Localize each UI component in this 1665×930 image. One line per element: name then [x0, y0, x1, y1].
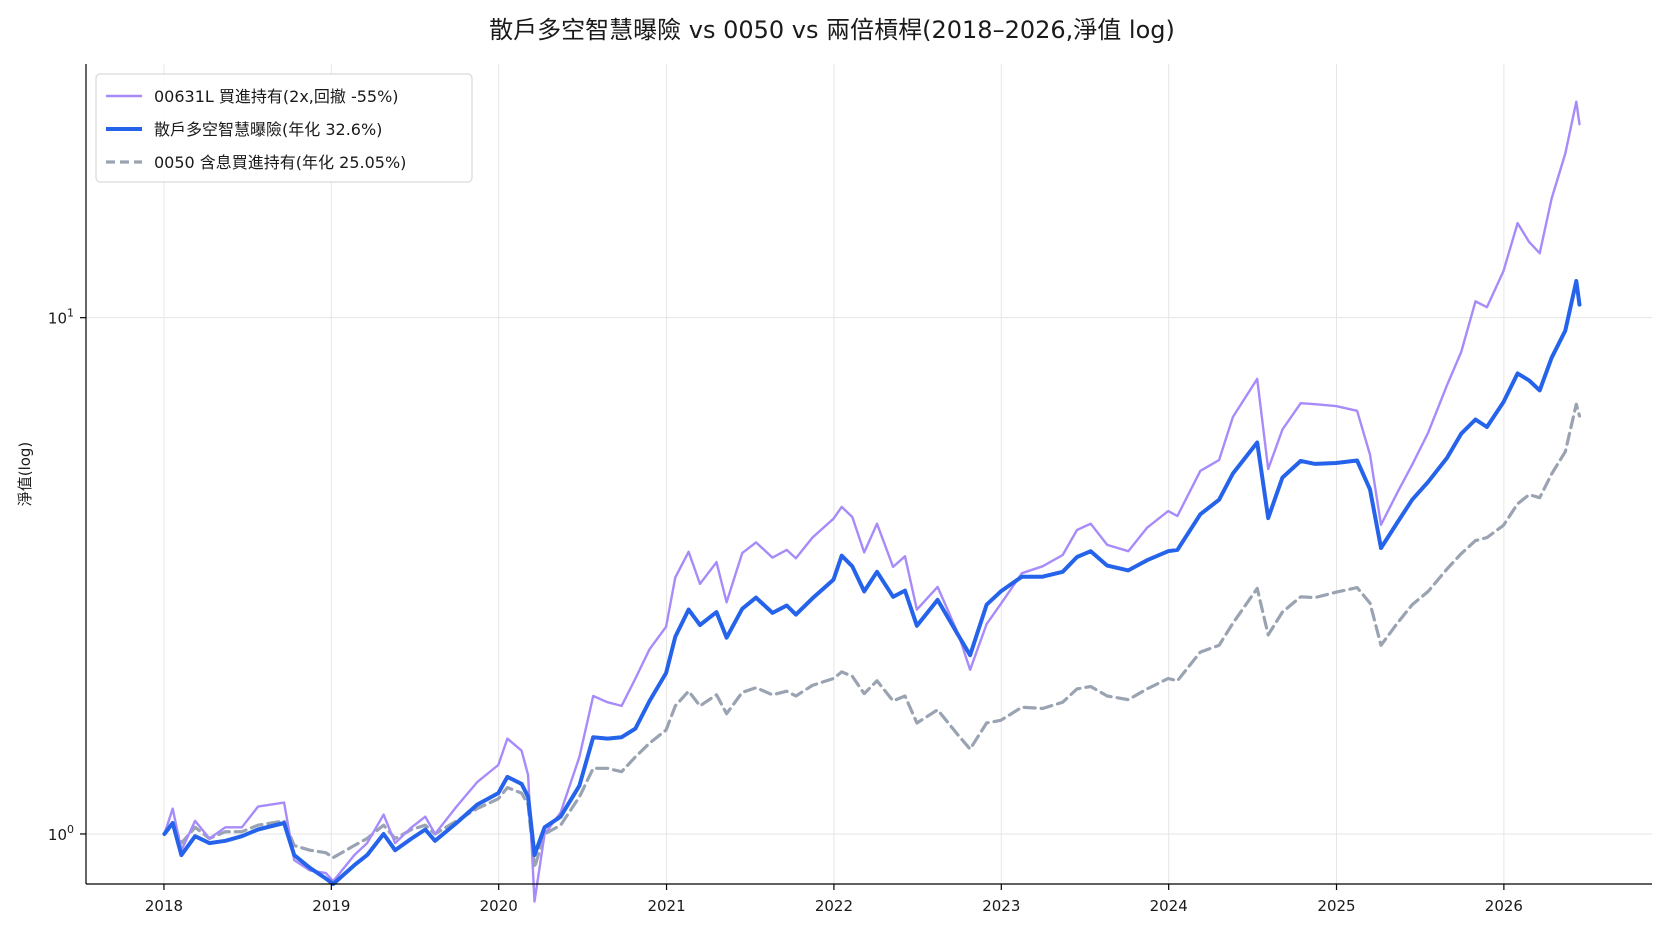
x-tick-label: 2023	[982, 897, 1020, 915]
chart-title: 散戶多空智慧曝險 vs 0050 vs 兩倍槓桿(2018–2026,淨值 lo…	[489, 16, 1175, 44]
x-tick-label: 2021	[647, 897, 685, 915]
series-line-0	[163, 100, 1581, 903]
y-tick-base: 10	[48, 826, 67, 844]
y-tick-label: 100	[48, 823, 74, 844]
axes	[85, 64, 1652, 885]
x-tick-label: 2019	[312, 897, 350, 915]
x-tick-label: 2018	[145, 897, 183, 915]
axis-ticks: 2018 2019 2020 2021 2022 2023 2024 2025 20261001…	[48, 307, 1523, 915]
y-tick-exponent: 1	[67, 307, 74, 320]
y-tick-label: 101	[48, 307, 74, 328]
x-tick-label: 2025	[1317, 897, 1355, 915]
legend-label-1: 散戶多空智慧曝險(年化 32.6%)	[154, 120, 382, 139]
legend-label-2: 0050 含息買進持有(年化 25.05%)	[154, 153, 406, 172]
series-line-1	[162, 279, 1582, 886]
series-line-2	[162, 402, 1582, 870]
legend: 00631L 買進持有(2x,回撤 -55%) 散戶多空智慧曝險(年化 32.6%…	[95, 73, 473, 183]
y-tick-exponent: 0	[67, 823, 74, 836]
x-tick-label: 2026	[1485, 897, 1523, 915]
x-tick-label: 2024	[1150, 897, 1188, 915]
x-tick-label: 2022	[815, 897, 853, 915]
grid-lines	[86, 64, 1652, 884]
x-tick-label: 2020	[480, 897, 518, 915]
y-tick-base: 10	[48, 310, 67, 328]
y-axis-label: 淨值(log)	[16, 442, 34, 507]
plot-area	[162, 100, 1582, 903]
legend-box	[95, 73, 473, 183]
legend-label-0: 00631L 買進持有(2x,回撤 -55%)	[154, 87, 399, 106]
